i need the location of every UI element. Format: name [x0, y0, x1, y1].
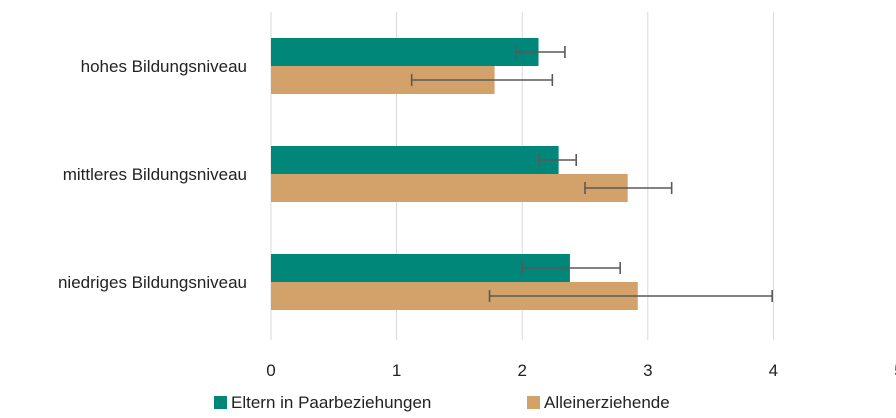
bar-paar-2 — [271, 254, 570, 282]
bar-allein-1 — [271, 174, 628, 202]
x-tick-labels: 0 1 2 3 4 5 — [266, 361, 896, 380]
legend-swatch-1 — [527, 396, 540, 409]
category-label: hohes Bildungsniveau — [81, 57, 247, 76]
bars — [271, 38, 638, 310]
legend: Eltern in Paarbeziehungen Alleinerziehend… — [214, 393, 670, 412]
x-tick-label: 1 — [392, 361, 401, 380]
x-tick-label: 5 — [894, 361, 896, 380]
x-tick-label: 3 — [643, 361, 652, 380]
bar-paar-0 — [271, 38, 539, 66]
x-tick-label: 0 — [266, 361, 275, 380]
legend-swatch-0 — [214, 396, 227, 409]
category-labels: hohes Bildungsniveau mittleres Bildungsni… — [58, 57, 247, 292]
error-bars — [410, 46, 773, 302]
category-label: mittleres Bildungsniveau — [63, 165, 247, 184]
legend-label-0: Eltern in Paarbeziehungen — [231, 393, 431, 412]
x-tick-label: 2 — [517, 361, 526, 380]
category-label: niedriges Bildungsniveau — [58, 273, 247, 292]
legend-label-1: Alleinerziehende — [544, 393, 670, 412]
x-tick-label: 4 — [769, 361, 778, 380]
bar-paar-1 — [271, 146, 559, 174]
